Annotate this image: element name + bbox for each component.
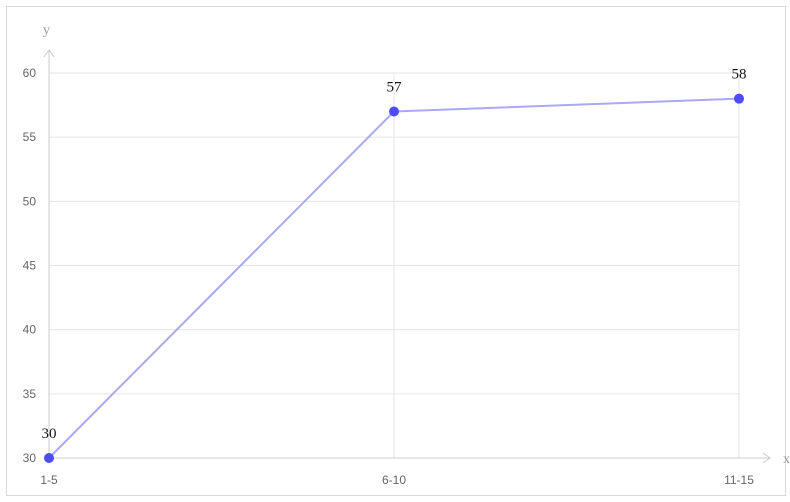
- data-labels: 30 57 58: [42, 67, 747, 442]
- y-tick-label: 30: [23, 451, 37, 465]
- chart-frame: [6, 6, 786, 496]
- series-group: [44, 93, 744, 463]
- data-label: 57: [387, 80, 403, 96]
- tick-labels: 30 35 40 45 50 55 60 1-5 6-10 11-15: [23, 66, 755, 487]
- data-point[interactable]: [44, 453, 54, 463]
- x-axis-label: x: [783, 452, 790, 467]
- data-point[interactable]: [389, 106, 399, 117]
- data-label: 58: [732, 67, 747, 83]
- grid-lines: [49, 72, 740, 458]
- y-tick-label: 40: [23, 323, 37, 337]
- y-tick-label: 50: [23, 194, 37, 208]
- x-tick-label: 1-5: [40, 473, 58, 487]
- y-axis-arrow-icon: [43, 49, 55, 58]
- y-tick-label: 35: [23, 387, 37, 401]
- y-axis-label: y: [43, 23, 50, 38]
- axes: [43, 49, 771, 464]
- x-tick-label: 6-10: [382, 473, 406, 487]
- y-tick-label: 45: [23, 259, 37, 273]
- x-axis-arrow-icon: [762, 452, 771, 464]
- data-point[interactable]: [734, 93, 744, 104]
- data-label: 30: [42, 426, 57, 442]
- y-tick-label: 55: [23, 130, 37, 144]
- x-tick-label: 11-15: [724, 473, 754, 487]
- y-tick-label: 60: [23, 66, 37, 80]
